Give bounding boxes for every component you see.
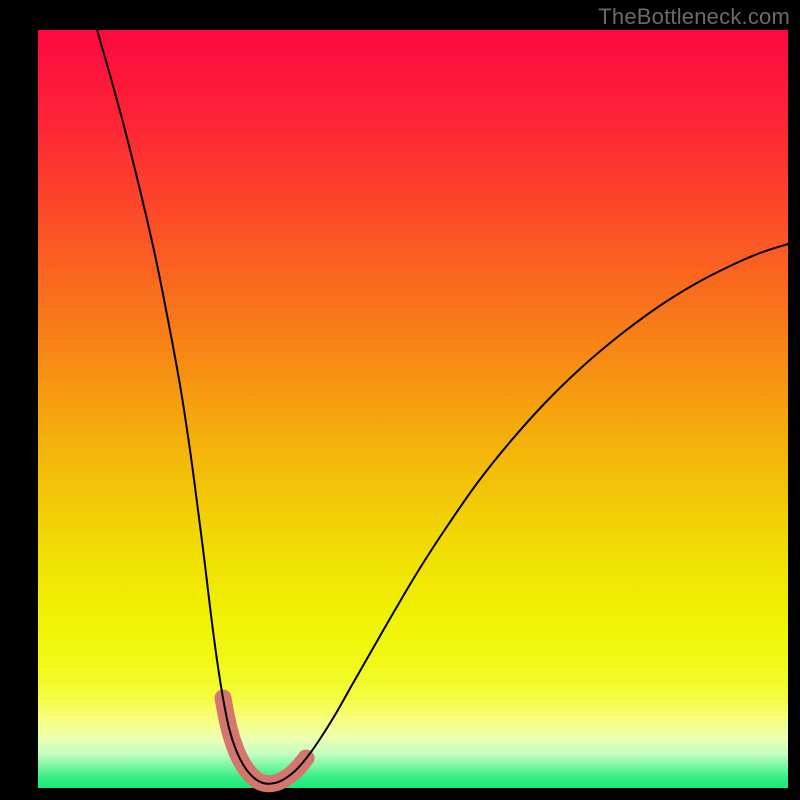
chart-container: TheBottleneck.com	[0, 0, 800, 800]
watermark-text: TheBottleneck.com	[598, 4, 790, 30]
plot-background	[38, 30, 788, 788]
chart-svg	[0, 0, 800, 800]
